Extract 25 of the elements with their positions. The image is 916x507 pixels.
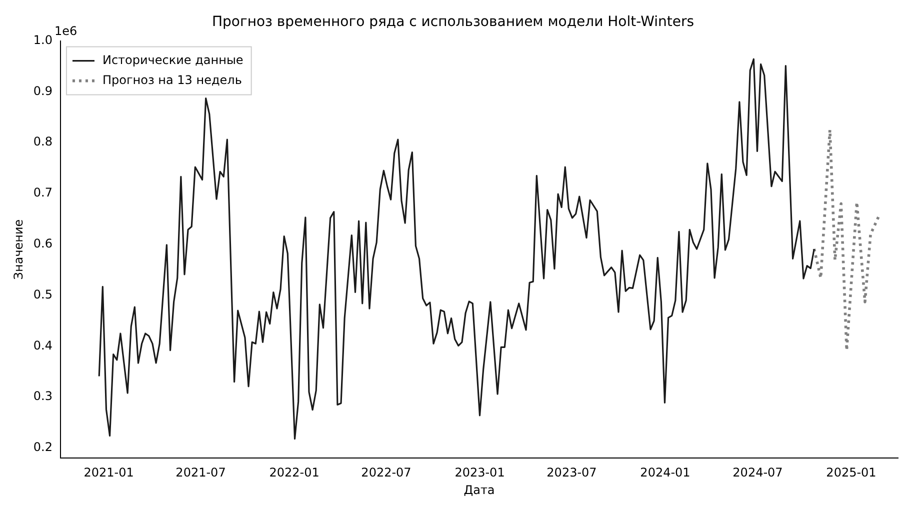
y-tick-label: 1.0 bbox=[33, 32, 52, 47]
chart-title: Прогноз временного ряда с использованием модели Holt-Winters bbox=[212, 14, 694, 30]
legend-label: Прогноз на 13 недель bbox=[102, 72, 242, 87]
y-tick-label: 0.8 bbox=[33, 134, 52, 149]
y-tick-label: 0.5 bbox=[33, 287, 52, 302]
x-axis-title: Дата bbox=[464, 482, 495, 497]
y-tick-label: 0.2 bbox=[33, 440, 52, 454]
x-tick-label: 2024-01 bbox=[640, 466, 690, 480]
y-tick-label: 0.7 bbox=[33, 186, 52, 200]
y-tick-label: 0.3 bbox=[33, 389, 52, 404]
x-tick-label: 2023-01 bbox=[454, 466, 505, 480]
y-tick-label: 0.6 bbox=[33, 236, 52, 251]
x-tick-label: 2021-01 bbox=[84, 466, 134, 480]
x-tick-label: 2024-07 bbox=[732, 466, 783, 480]
y-axis-title: Значение bbox=[11, 219, 26, 280]
y-tick-label: 0.9 bbox=[33, 84, 52, 98]
x-tick-label: 2022-01 bbox=[269, 466, 320, 480]
x-tick-label: 2021-07 bbox=[176, 466, 226, 480]
y-tick-label: 0.4 bbox=[33, 338, 52, 352]
line-series bbox=[812, 128, 880, 352]
x-tick-label: 2025-01 bbox=[826, 466, 876, 480]
legend-label: Исторические данные bbox=[102, 52, 244, 67]
text: 1e6 bbox=[54, 24, 78, 38]
x-tick-label: 2022-07 bbox=[361, 466, 412, 480]
x-tick-label: 2023-07 bbox=[546, 466, 597, 480]
